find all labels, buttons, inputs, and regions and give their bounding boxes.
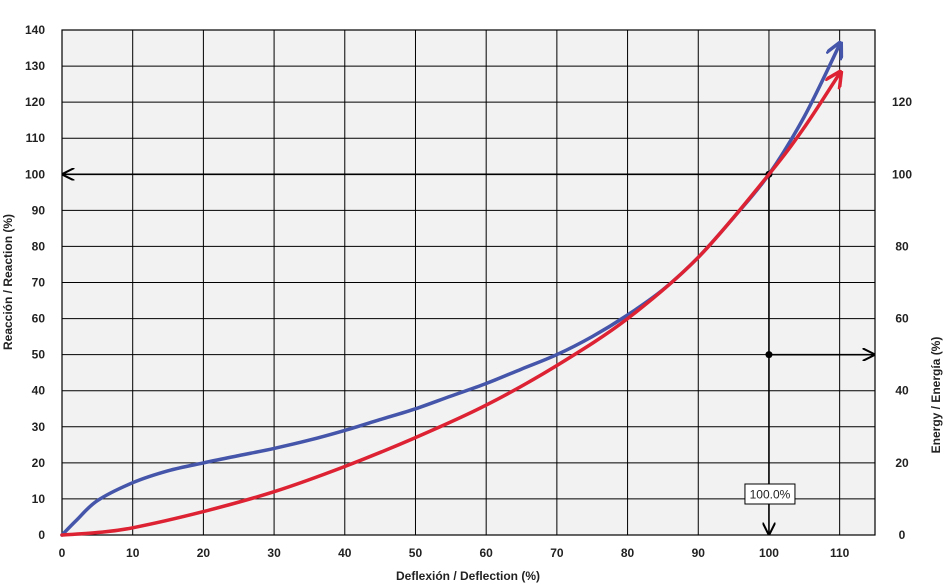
y-tick-label: 20 — [32, 456, 46, 470]
y-tick-label: 80 — [32, 239, 46, 253]
y2-tick-label: 60 — [895, 312, 909, 326]
series — [60, 44, 840, 537]
energy-curve — [60, 73, 840, 537]
x-tick-label: 110 — [830, 546, 850, 560]
annotations: 100.0% — [63, 171, 874, 534]
value-badge — [744, 483, 796, 505]
y-tick-label: 140 — [25, 23, 45, 37]
x-tick-label: 20 — [197, 546, 211, 560]
x-tick-label: 100 — [759, 546, 779, 560]
y2-tick-label: 120 — [892, 95, 912, 109]
x-tick-label: 70 — [550, 546, 564, 560]
x-tick-label: 90 — [692, 546, 706, 560]
y-tick-label: 50 — [32, 348, 46, 362]
y-tick-label: 40 — [32, 384, 46, 398]
x-axis-title: Deflexión / Deflection (%) — [396, 569, 540, 583]
y2-axis-title: Energy / Energía (%) — [929, 337, 943, 454]
y2-tick-label: 40 — [895, 384, 909, 398]
x-tick-label: 0 — [59, 546, 66, 560]
x-tick-label: 40 — [338, 546, 352, 560]
x-tick-label: 60 — [479, 546, 493, 560]
y2-tick-label: 20 — [895, 456, 909, 470]
y-tick-label: 30 — [32, 420, 46, 434]
tick-labels: 0 10 20 30 40 50 60 70 80 90 100 110 0 10 20 30 40 50 60 70… — [25, 23, 912, 560]
y2-tick-label: 80 — [895, 239, 909, 253]
y-tick-label: 90 — [32, 203, 46, 217]
value-badge-label: 100.0% — [750, 488, 791, 502]
y-tick-label: 100 — [25, 167, 45, 181]
y-tick-label: 130 — [25, 59, 45, 73]
y-tick-label: 110 — [26, 131, 46, 145]
y2-tick-label: 0 — [899, 528, 906, 542]
y-tick-label: 0 — [38, 528, 45, 542]
y-axis-title: Reacción / Reaction (%) — [1, 214, 15, 350]
y-tick-label: 70 — [32, 276, 46, 290]
y-tick-label: 120 — [25, 95, 45, 109]
x-tick-label: 30 — [267, 546, 281, 560]
x-tick-label: 10 — [126, 546, 140, 560]
y-tick-label: 60 — [32, 312, 46, 326]
y-tick-label: 10 — [32, 492, 46, 506]
y2-tick-label: 100 — [892, 167, 912, 181]
x-tick-label: 50 — [409, 546, 423, 560]
x-tick-label: 80 — [621, 546, 635, 560]
